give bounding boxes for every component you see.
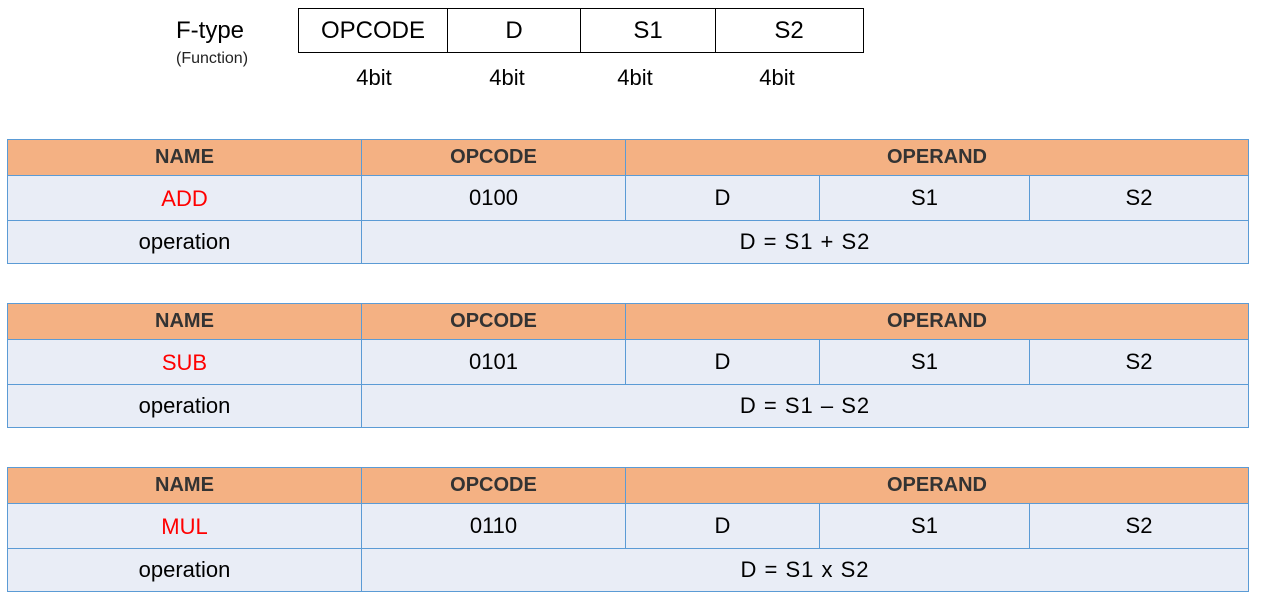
header-operand: OPERAND	[625, 139, 1249, 176]
operation-label: operation	[7, 384, 362, 428]
header-opcode: OPCODE	[361, 139, 626, 176]
operand-s2: S2	[1029, 503, 1249, 549]
opcode-value: 0101	[361, 339, 626, 385]
bit-width-d: 4bit	[489, 65, 525, 90]
header-name: NAME	[7, 303, 362, 340]
format-subtitle: (Function)	[176, 50, 249, 67]
header-name: NAME	[7, 467, 362, 504]
operation-label: operation	[7, 220, 362, 264]
format-field-d: D	[448, 9, 581, 52]
format-field-box: OPCODE D S1 S2	[298, 8, 864, 53]
header-opcode: OPCODE	[361, 467, 626, 504]
operand-s2: S2	[1029, 339, 1249, 385]
operation-formula: D = S1 x S2	[361, 548, 1249, 592]
operation-formula: D = S1 – S2	[361, 384, 1249, 428]
bit-width-opcode: 4bit	[356, 65, 392, 90]
opcode-value: 0110	[361, 503, 626, 549]
operand-s1: S1	[819, 175, 1030, 221]
format-field-s2: S2	[774, 16, 804, 44]
operand-d: D	[625, 339, 820, 385]
bit-width-s1: 4bit	[617, 65, 653, 90]
header-operand: OPERAND	[625, 303, 1249, 340]
operand-s2: S2	[1029, 175, 1249, 221]
instruction-table-mul: NAME OPCODE OPERAND MUL 0110 D S1 S2 ope…	[7, 467, 1249, 592]
instruction-name: ADD	[7, 175, 362, 221]
header-operand: OPERAND	[625, 467, 1249, 504]
opcode-value: 0100	[361, 175, 626, 221]
header-opcode: OPCODE	[361, 303, 626, 340]
operand-d: D	[625, 175, 820, 221]
format-title: F-type	[176, 17, 245, 44]
operand-s1: S1	[819, 339, 1030, 385]
format-field-opcode: OPCODE	[299, 9, 448, 52]
instruction-name: MUL	[7, 503, 362, 549]
header-name: NAME	[7, 139, 362, 176]
operation-formula: D = S1 + S2	[361, 220, 1249, 264]
instruction-table-add: NAME OPCODE OPERAND ADD 0100 D S1 S2 ope…	[7, 139, 1249, 264]
operation-label: operation	[7, 548, 362, 592]
operand-d: D	[625, 503, 820, 549]
instruction-name: SUB	[7, 339, 362, 385]
instruction-table-sub: NAME OPCODE OPERAND SUB 0101 D S1 S2 ope…	[7, 303, 1249, 428]
operand-s1: S1	[819, 503, 1030, 549]
bit-width-s2: 4bit	[759, 65, 795, 90]
format-field-s1: S1	[581, 9, 716, 52]
